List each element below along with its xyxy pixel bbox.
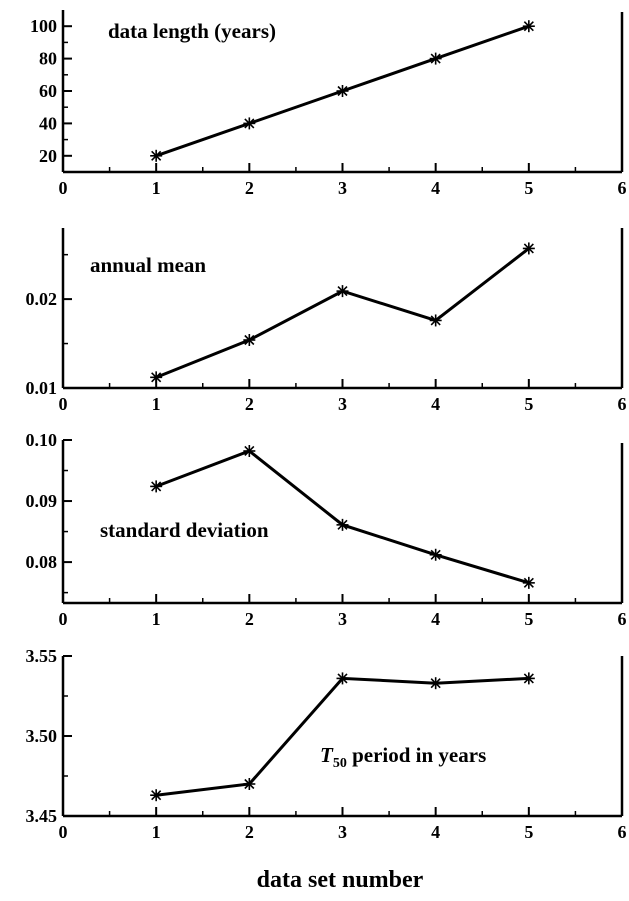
data-point-marker xyxy=(429,314,442,327)
x-tick-label: 0 xyxy=(59,822,68,842)
marker-stroke xyxy=(523,577,534,588)
x-tick-label: 5 xyxy=(524,178,533,198)
marker-stroke xyxy=(337,286,348,297)
series-line xyxy=(155,247,530,379)
y-tick-label: 0.08 xyxy=(26,552,58,572)
marker-stroke xyxy=(337,519,348,530)
x-tick-label: 0 xyxy=(59,394,68,414)
panel-annotation: standard deviation xyxy=(100,518,269,542)
y-tick-label: 60 xyxy=(39,81,57,101)
x-tick-label: 3 xyxy=(338,178,347,198)
annotation-subscript: 50 xyxy=(333,756,347,771)
series-line xyxy=(155,449,530,585)
marker-stroke xyxy=(151,790,162,801)
marker-stroke xyxy=(244,118,255,129)
marker-stroke xyxy=(151,150,162,161)
x-tick-label: 4 xyxy=(431,394,440,414)
data-point-marker xyxy=(150,789,163,802)
x-tick-label: 3 xyxy=(338,609,347,629)
y-tick-label: 3.55 xyxy=(26,646,58,666)
data-point-marker xyxy=(429,677,442,690)
marker-stroke xyxy=(430,678,441,689)
y-tick-label: 40 xyxy=(39,113,57,133)
data-point-marker xyxy=(336,672,349,685)
data-point-marker xyxy=(150,480,163,493)
x-tick-label: 5 xyxy=(524,394,533,414)
data-point-marker xyxy=(150,149,163,162)
data-point-marker xyxy=(429,52,442,65)
x-tick-label: 6 xyxy=(618,394,627,414)
marker-stroke xyxy=(523,21,534,32)
y-tick-label: 0.01 xyxy=(26,378,58,398)
panel-1: 0 1 2 3 4 5 6 20 40 60 80 100 data length (years) xyxy=(30,10,627,198)
data-point-marker xyxy=(522,672,535,685)
data-point-marker xyxy=(522,242,535,255)
panel-3: 0 1 2 3 4 5 6 0.08 0.09 0.10 standard deviation xyxy=(26,430,627,629)
x-tick-label: 0 xyxy=(59,609,68,629)
x-tick-label: 6 xyxy=(618,822,627,842)
y-tick-label: 100 xyxy=(30,16,57,36)
data-point-marker xyxy=(522,576,535,589)
data-point-marker xyxy=(522,20,535,33)
x-tick-label: 3 xyxy=(338,394,347,414)
x-tick-label: 1 xyxy=(152,822,161,842)
data-point-marker xyxy=(243,334,256,346)
annotation-text: period in years xyxy=(347,743,486,767)
panel-annotation: T50 period in years xyxy=(320,743,486,771)
marker-stroke xyxy=(430,315,441,326)
x-tick-label: 6 xyxy=(618,178,627,198)
marker-stroke xyxy=(244,778,255,790)
annotation-symbol: T xyxy=(320,743,334,767)
x-tick-label: 0 xyxy=(59,178,68,198)
marker-stroke xyxy=(244,445,255,457)
y-tick-label: 80 xyxy=(39,49,57,69)
y-tick-label: 0.10 xyxy=(26,430,58,450)
x-tick-label: 3 xyxy=(338,822,347,842)
data-point-marker xyxy=(336,518,349,531)
x-tick-label: 2 xyxy=(245,822,254,842)
x-tick-label: 5 xyxy=(524,822,533,842)
x-tick-label: 2 xyxy=(245,609,254,629)
y-tick-label: 3.45 xyxy=(26,806,58,826)
x-tick-label: 2 xyxy=(245,178,254,198)
x-tick-label: 2 xyxy=(245,394,254,414)
data-point-marker xyxy=(429,548,442,561)
x-tick-label: 1 xyxy=(152,178,161,198)
data-point-marker xyxy=(336,285,349,298)
marker-stroke xyxy=(151,372,162,383)
marker-stroke xyxy=(337,673,348,684)
x-tick-label: 5 xyxy=(524,609,533,629)
x-tick-label: 4 xyxy=(431,609,440,629)
x-tick-label: 1 xyxy=(152,609,161,629)
series-line xyxy=(155,676,529,797)
marker-stroke xyxy=(151,481,162,492)
marker-stroke xyxy=(523,673,534,684)
data-point-marker xyxy=(243,778,256,790)
data-point-marker xyxy=(243,444,256,457)
x-tick-label: 4 xyxy=(431,178,440,198)
data-point-marker xyxy=(243,117,256,130)
x-tick-label: 4 xyxy=(431,822,440,842)
marker-stroke xyxy=(244,334,255,346)
panel-annotation: data length (years) xyxy=(108,19,276,43)
marker-stroke xyxy=(430,549,441,560)
y-tick-label: 0.02 xyxy=(26,289,58,309)
marker-stroke xyxy=(430,53,441,64)
panel-4: 0 1 2 3 4 5 6 3.45 3.50 3.55 T50 period in years xyxy=(26,646,627,842)
x-tick-label: 6 xyxy=(618,609,627,629)
panel-annotation: annual mean xyxy=(90,253,206,277)
y-tick-label: 0.09 xyxy=(26,491,58,511)
x-axis-title: data set number xyxy=(257,867,424,893)
y-tick-label: 3.50 xyxy=(26,726,58,746)
x-tick-label: 1 xyxy=(152,394,161,414)
panel-2: 0 1 2 3 4 5 6 0.01 0.02 annual mean xyxy=(26,228,627,414)
marker-stroke xyxy=(337,85,348,97)
y-tick-label: 20 xyxy=(39,146,57,166)
marker-stroke xyxy=(523,243,534,254)
data-point-marker xyxy=(150,371,163,384)
data-point-marker xyxy=(336,85,349,97)
